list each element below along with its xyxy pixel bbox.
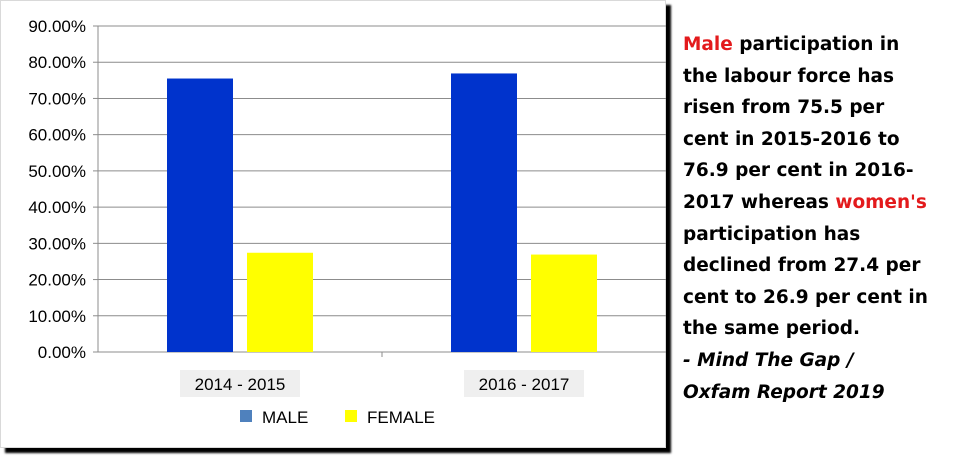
caption-segment: declined from 27.4 per	[683, 255, 921, 277]
legend-marker-male	[240, 410, 252, 422]
y-tick-label: 60.00%	[28, 126, 86, 145]
bar-female-2	[531, 254, 597, 352]
caption-line: cent in 2015-2016 to	[683, 124, 955, 156]
bar-male-2	[451, 73, 517, 352]
caption-line: the same period.	[683, 313, 955, 345]
legend-label-female: FEMALE	[367, 408, 435, 427]
caption-segment: cent in 2015-2016 to	[683, 128, 900, 150]
caption-citation-line-2: Oxfam Report 2019	[683, 381, 885, 403]
caption-segment: the same period.	[683, 318, 860, 340]
x-category-label: 2016 - 2017	[479, 375, 570, 394]
caption-line: cent to 26.9 per cent in	[683, 282, 955, 314]
report-caption: Male participation in the labour force ha…	[683, 29, 955, 408]
bar-chart: 0.00% 10.00% 20.00% 30.00% 40.00% 50.00% 60.00…	[28, 17, 666, 427]
caption-line: 76.9 per cent in 2016-	[683, 155, 955, 187]
caption-line: declined from 27.4 per	[683, 250, 955, 282]
caption-text: Male participation in the labour force ha…	[683, 29, 955, 345]
caption-line: participation has	[683, 219, 955, 251]
y-tick-label: 90.00%	[28, 17, 86, 36]
y-tick-label: 0.00%	[38, 343, 86, 362]
y-tick-label: 10.00%	[28, 307, 86, 326]
bar-female-1	[247, 252, 313, 352]
caption-highlight: women's	[835, 191, 927, 213]
y-tick-label: 50.00%	[28, 162, 86, 181]
caption-segment: risen from 75.5 per	[683, 97, 885, 119]
caption-line: the labour force has	[683, 61, 955, 93]
caption-line: 2017 whereas women's	[683, 187, 955, 219]
x-category-label: 2014 - 2015	[195, 375, 286, 394]
caption-segment: participation has	[683, 223, 861, 245]
legend-label-male: MALE	[262, 408, 308, 427]
legend-marker-female	[345, 410, 357, 422]
x-label-background	[464, 370, 584, 397]
y-tick-label: 30.00%	[28, 234, 86, 253]
y-tick-label: 80.00%	[28, 53, 86, 72]
y-tick-label: 70.00%	[28, 89, 86, 108]
caption-line: risen from 75.5 per	[683, 92, 955, 124]
caption-segment: participation in	[732, 34, 900, 55]
caption-segment: the labour force has	[683, 65, 895, 87]
caption-highlight: Male	[683, 34, 733, 55]
caption-citation-line-1: - Mind The Gap /	[683, 349, 854, 371]
bar-male-1	[167, 78, 233, 353]
x-label-background	[180, 370, 300, 397]
caption-segment: 76.9 per cent in 2016-	[683, 160, 914, 182]
caption-segment: 2017 whereas	[683, 191, 836, 213]
caption-segment: cent to 26.9 per cent in	[683, 286, 928, 308]
y-tick-label: 20.00%	[28, 271, 86, 290]
caption-line: Male participation in	[683, 29, 955, 61]
y-tick-label: 40.00%	[28, 198, 86, 217]
